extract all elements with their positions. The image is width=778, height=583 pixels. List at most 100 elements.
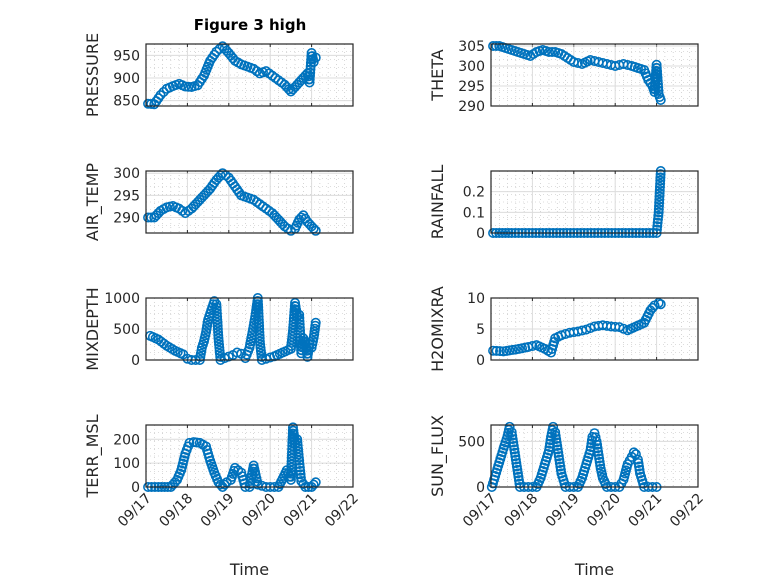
subplot-3: 290 295 300 AIR_TEMP: [83, 163, 354, 241]
data-point: [634, 461, 645, 472]
data-point: [584, 448, 595, 459]
data-point: [146, 98, 157, 109]
data-point: [653, 204, 664, 215]
axes-box: [145, 43, 354, 107]
x-tick-label: 09/21: [281, 491, 321, 531]
data-point: [215, 479, 226, 490]
data-point: [653, 207, 664, 218]
data-point: [555, 461, 566, 472]
data-point: [295, 472, 306, 483]
data-point: [595, 460, 606, 471]
data-point: [253, 302, 264, 313]
data-point: [304, 74, 315, 85]
y-tick-label: 300: [458, 59, 485, 75]
data-point: [298, 479, 309, 490]
data-point: [654, 185, 665, 196]
data-point: [503, 43, 514, 54]
y-axis-label: H2OMIXRA: [428, 286, 447, 372]
data-point: [223, 351, 234, 362]
data-point: [540, 45, 551, 56]
data-point: [593, 450, 604, 461]
data-point: [630, 449, 641, 460]
data-point: [294, 462, 305, 473]
data-point: [654, 194, 665, 205]
subplot-2: 290 295 300 305 THETA: [428, 39, 699, 115]
y-axis-label: PRESSURE: [83, 33, 102, 117]
data-point: [488, 40, 499, 51]
data-point: [288, 429, 299, 440]
data-point: [167, 479, 178, 490]
data-point: [310, 320, 321, 331]
data-point: [652, 217, 663, 228]
data-point: [256, 480, 267, 491]
data-point: [212, 323, 223, 334]
y-tick-label: 0.2: [463, 185, 485, 201]
data-point: [202, 317, 213, 328]
x-tick-label: 09/19: [198, 491, 238, 531]
data-point: [551, 434, 562, 445]
data-point: [239, 478, 250, 489]
x-tick-label: 09/17: [460, 491, 500, 531]
data-point: [653, 210, 664, 221]
data-point: [527, 341, 538, 352]
data-point: [156, 336, 167, 347]
data-point: [513, 471, 524, 482]
data-point: [167, 344, 178, 355]
axes-box: [490, 297, 699, 361]
data-point: [511, 461, 522, 472]
axes-box: [490, 170, 699, 234]
data-point: [653, 200, 664, 211]
figure-title: Figure 3 high: [194, 16, 307, 34]
data-point: [655, 175, 666, 186]
data-point: [591, 436, 602, 447]
data-point: [651, 63, 662, 74]
data-point: [239, 191, 250, 202]
data-point: [191, 437, 202, 448]
x-tick-label: 09/21: [626, 491, 666, 531]
data-point: [153, 93, 164, 104]
data-point: [554, 458, 565, 469]
data-point: [177, 80, 188, 91]
data-point: [553, 447, 564, 458]
data-point: [214, 43, 225, 54]
data-point: [652, 221, 663, 232]
data-point: [290, 301, 301, 312]
x-tick-label: 09/22: [667, 491, 707, 531]
data-point: [634, 464, 645, 475]
data-point: [146, 212, 157, 223]
data-point: [254, 327, 265, 338]
data-point: [310, 225, 321, 236]
data-point: [253, 305, 264, 316]
y-tick-label: 900: [113, 71, 140, 87]
data-point: [212, 317, 223, 328]
y-tick-label: 200: [113, 432, 140, 448]
data-point: [600, 478, 611, 489]
data-point: [286, 471, 297, 482]
data-point: [655, 299, 666, 310]
data-point: [537, 342, 548, 353]
data-point: [233, 57, 244, 68]
data-point: [538, 462, 549, 473]
data-point: [508, 437, 519, 448]
y-tick-label: 290: [113, 211, 140, 227]
y-axis-label: SUN_FLUX: [428, 415, 448, 497]
y-tick-label: 305: [458, 39, 485, 55]
x-tick-label: 09/19: [543, 491, 583, 531]
data-point: [654, 188, 665, 199]
data-point: [592, 443, 603, 454]
data-point: [633, 458, 644, 469]
data-point: [520, 342, 531, 353]
data-point: [304, 70, 315, 81]
data-point: [655, 178, 666, 189]
data-point: [151, 210, 162, 221]
data-point: [295, 325, 306, 336]
data-point: [204, 452, 215, 463]
data-point: [497, 41, 508, 52]
data-point: [628, 447, 639, 458]
data-point: [653, 85, 664, 96]
subplot-4: 0 0.1 0.2 RAINFALL: [428, 165, 699, 242]
data-point: [164, 82, 175, 93]
data-point: [219, 479, 230, 490]
y-tick-label: 0: [131, 353, 140, 369]
